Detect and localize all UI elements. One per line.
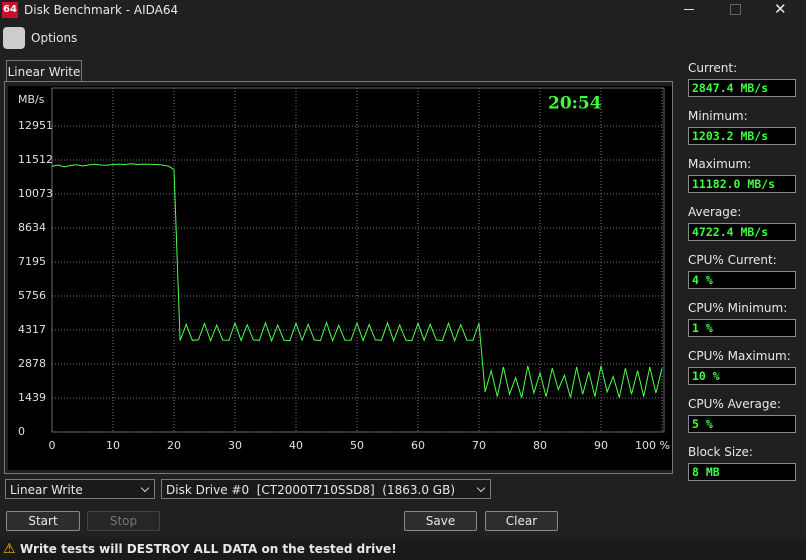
x-tick-label: 20 [167, 439, 181, 452]
app-icon: 64 [2, 2, 18, 18]
y-tick-label: 11512 [18, 153, 53, 166]
x-tick-label: 60 [411, 439, 425, 452]
close-button[interactable]: ✕ [774, 0, 787, 18]
x-tick-label: 40 [289, 439, 303, 452]
stat-label: Maximum: [688, 157, 752, 171]
tab[interactable]: Linear Write [6, 60, 82, 82]
stat-label: CPU% Maximum: [688, 349, 791, 363]
chart: MB/s 20:54 01439287843175756719586341007… [8, 86, 672, 470]
stat-label: Minimum: [688, 109, 748, 123]
save-button[interactable]: Save [404, 511, 477, 531]
stat-label: CPU% Minimum: [688, 301, 788, 315]
window-title: Disk Benchmark - AIDA64 [24, 3, 179, 17]
stat-label: Current: [688, 61, 738, 75]
minimize-button[interactable] [684, 9, 694, 10]
stat-value: 8 MB [688, 463, 796, 481]
plot-border [51, 87, 665, 433]
x-tick-label: 100 % [635, 439, 670, 452]
stat-value: 4 % [688, 271, 796, 289]
time-annotation: 20:54 [548, 94, 602, 114]
y-tick-label: 7195 [18, 255, 46, 268]
maximize-button[interactable] [730, 4, 741, 15]
y-tick-label: 1439 [18, 391, 46, 404]
stat-label: Block Size: [688, 445, 753, 459]
stat-value: 1203.2 MB/s [688, 127, 796, 145]
test-select[interactable]: Linear Write [5, 479, 155, 499]
x-tick-label: 30 [228, 439, 242, 452]
y-tick-label: 2878 [18, 357, 46, 370]
stat-label: CPU% Average: [688, 397, 781, 411]
x-tick-label: 10 [106, 439, 120, 452]
y-tick-label: 0 [18, 425, 25, 438]
stat-value: 1 % [688, 319, 796, 337]
stat-label: Average: [688, 205, 742, 219]
clear-button[interactable]: Clear [485, 511, 558, 531]
options-menu[interactable]: Options [31, 31, 78, 45]
x-tick-label: 0 [49, 439, 56, 452]
y-tick-label: 4317 [18, 323, 46, 336]
stop-button[interactable]: Stop [87, 511, 160, 531]
stat-value: 10 % [688, 367, 796, 385]
stat-label: CPU% Current: [688, 253, 777, 267]
tab-panel [4, 81, 673, 474]
data-line [51, 163, 663, 398]
warning-text: Write tests will DESTROY ALL DATA on the… [20, 542, 397, 556]
options-icon [3, 27, 25, 49]
x-tick-label: 90 [594, 439, 608, 452]
drive-select[interactable]: Disk Drive #0 [CT2000T710SSD8] (1863.0 G… [161, 479, 491, 499]
warning-icon: ⚠ [3, 541, 16, 557]
y-tick-label: 5756 [18, 289, 46, 302]
y-unit: MB/s [18, 93, 45, 106]
y-tick-label: 12951 [18, 119, 53, 132]
stat-value: 11182.0 MB/s [688, 175, 796, 193]
stat-value: 2847.4 MB/s [688, 79, 796, 97]
y-tick-label: 10073 [18, 187, 53, 200]
x-tick-label: 70 [472, 439, 486, 452]
status-bar [0, 539, 806, 560]
stat-value: 5 % [688, 415, 796, 433]
start-button[interactable]: Start [6, 511, 80, 531]
stat-value: 4722.4 MB/s [688, 223, 796, 241]
x-tick-label: 50 [350, 439, 364, 452]
y-tick-label: 8634 [18, 221, 46, 234]
x-tick-label: 80 [533, 439, 547, 452]
